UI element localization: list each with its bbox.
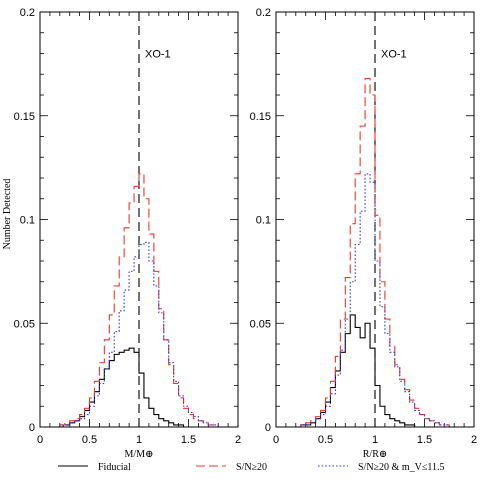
y-tick-label: 0.05 xyxy=(14,318,35,330)
series-sn20-line xyxy=(295,77,465,428)
y-tick-label: 0.2 xyxy=(256,7,271,19)
plot-frame xyxy=(275,11,475,428)
x-tick-label: 0.5 xyxy=(82,434,97,446)
x-axis-label: R/R⊕ xyxy=(363,449,388,460)
series-sn20mv-line xyxy=(59,241,229,428)
x-tick-label: 0 xyxy=(273,434,279,446)
y-tick-label: 0 xyxy=(265,422,271,434)
y-tick-label: 0.15 xyxy=(250,111,271,123)
series-sn20mv-line xyxy=(295,173,465,428)
annotation-label: XO-1 xyxy=(145,49,171,61)
y-tick-label: 0.15 xyxy=(14,111,35,123)
x-axis-label: M/M⊕ xyxy=(125,449,154,460)
panel-2: 0 0.5 1 1.5 2 0 0.05 0.1 0.15 0.2 R/R⊕ XO-1 xyxy=(250,7,477,460)
y-tick-label: 0.1 xyxy=(256,215,271,227)
plot-frame xyxy=(39,11,239,428)
x-tick-label: 1 xyxy=(372,434,378,446)
x-tick-label: 1 xyxy=(136,434,142,446)
x-tick-label: 1.5 xyxy=(417,434,432,446)
legend-label-sn20: S/N≥20 xyxy=(236,462,267,473)
legend-label-fiducial: Fiducial xyxy=(98,462,131,473)
panel-1: 0 0.5 1 1.5 2 0 0.05 0.1 0.15 0.2 M/M⊕ XO-1 xyxy=(14,7,241,460)
y-tick-label: 0.2 xyxy=(20,7,35,19)
annotation-label: XO-1 xyxy=(381,49,407,61)
y-axis-label: Number Detected xyxy=(2,179,13,250)
series-sn20-line xyxy=(59,173,229,428)
y-tick-label: 0.05 xyxy=(250,318,271,330)
x-tick-label: 0.5 xyxy=(318,434,333,446)
y-tick-label: 0.1 xyxy=(20,215,35,227)
x-tick-label: 2 xyxy=(235,434,241,446)
x-tick-label: 1.5 xyxy=(181,434,196,446)
legend-label-sn20mv: S/N≥20 & m_V≤11.5 xyxy=(358,462,444,473)
x-tick-label: 2 xyxy=(471,434,477,446)
legend: Fiducial S/N≥20 S/N≥20 & m_V≤11.5 xyxy=(58,462,444,473)
y-tick-label: 0 xyxy=(29,422,35,434)
x-tick-label: 0 xyxy=(37,434,43,446)
